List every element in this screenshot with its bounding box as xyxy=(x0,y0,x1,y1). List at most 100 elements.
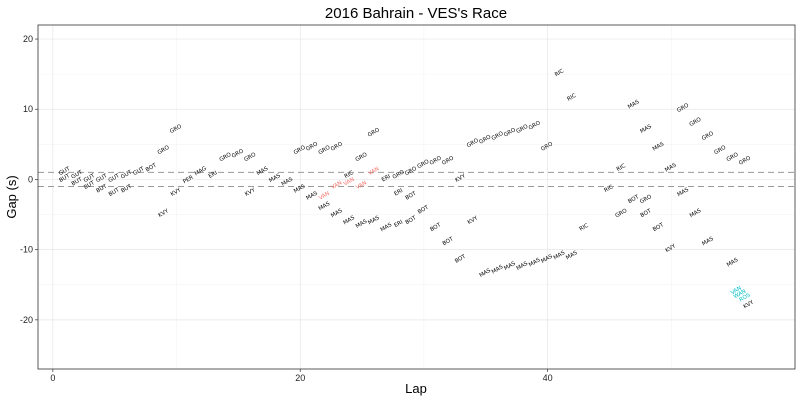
data-label: MAS xyxy=(281,176,295,187)
data-label: MAS xyxy=(689,208,703,219)
y-tick-label: 0 xyxy=(28,174,33,184)
data-label: MAS xyxy=(491,264,505,275)
chart-title: 2016 Bahrain - VES's Race xyxy=(325,5,507,22)
data-label: BUT xyxy=(120,183,133,194)
data-label: MAS xyxy=(627,99,641,110)
grid xyxy=(38,25,795,369)
data-label: MAS xyxy=(565,250,579,261)
data-label: BOT xyxy=(454,254,467,265)
data-label: GUT xyxy=(120,169,134,180)
plot-border xyxy=(37,24,796,370)
data-label: ERI xyxy=(393,188,404,198)
data-label: GUT xyxy=(95,173,109,184)
data-label: GUT xyxy=(108,173,122,184)
x-axis-title: Lap xyxy=(405,381,427,396)
data-label: MAS xyxy=(652,141,666,152)
y-tick-label: 20 xyxy=(23,34,33,44)
data-label: ROS xyxy=(738,292,752,303)
data-label: RIC xyxy=(554,68,565,78)
data-label: RIC xyxy=(603,184,614,194)
data-label: GRO xyxy=(491,130,505,142)
data-label: GUT xyxy=(71,169,85,180)
data-label: KVY xyxy=(665,243,678,254)
data-label: GRO xyxy=(157,144,171,156)
data-label: VAN xyxy=(330,180,343,191)
data-label: MAS xyxy=(701,236,715,247)
y-tick-label: 10 xyxy=(23,104,33,114)
data-label: MAS xyxy=(516,260,530,271)
data-label: MAS xyxy=(268,173,282,184)
data-label: GRO xyxy=(676,102,690,114)
y-tick-label: -20 xyxy=(20,315,33,325)
data-label: GUT xyxy=(58,166,72,177)
data-label: KVY xyxy=(244,187,257,198)
data-label: GRO xyxy=(169,123,183,135)
data-label: GRO xyxy=(367,127,381,139)
data-label: MAS xyxy=(305,190,319,201)
data-label: WAN xyxy=(733,289,747,301)
data-label: VAN xyxy=(355,180,368,191)
y-tick-label: -10 xyxy=(20,245,33,255)
data-label: GRO xyxy=(701,130,715,142)
data-label: BOT xyxy=(627,194,640,205)
x-tick-label: 20 xyxy=(295,373,305,383)
x-tick-label: 40 xyxy=(543,373,553,383)
data-label: GRO xyxy=(417,159,431,171)
data-label: KVY xyxy=(743,299,756,310)
data-label: BOT xyxy=(442,236,455,247)
data-label: RIC xyxy=(566,93,577,103)
data-label: MAS xyxy=(503,260,517,271)
data-label: GRO xyxy=(614,208,628,220)
data-label: VAN xyxy=(730,285,743,296)
data-label: MAS xyxy=(639,124,653,135)
data-label: GRO xyxy=(528,120,542,132)
data-label: GRO xyxy=(466,137,480,149)
data-label: VAN xyxy=(368,166,381,177)
data-label: RIC xyxy=(579,223,590,233)
data-label: MAG xyxy=(194,166,208,178)
data-label: ERI xyxy=(393,219,404,229)
data-label: KVY xyxy=(467,215,480,226)
data-label: GRO xyxy=(738,155,752,167)
data-label: MAS xyxy=(330,208,344,219)
data-label: GRO xyxy=(726,151,740,163)
data-label: ERI xyxy=(381,174,392,184)
data-label: GRO xyxy=(478,134,492,146)
data-label: GRO xyxy=(441,155,455,167)
data-label: BUT xyxy=(95,183,108,194)
data-label: GRO xyxy=(689,116,703,128)
data-label: GRO xyxy=(305,141,319,153)
data-label: VAN xyxy=(318,191,331,202)
data-label: GRO xyxy=(639,194,653,206)
data-label: GRO xyxy=(429,155,443,167)
data-label: BUT xyxy=(83,180,96,191)
data-label: PER xyxy=(182,175,194,186)
data-label: GRO xyxy=(243,151,257,163)
reference-lines xyxy=(38,171,795,187)
data-label: BUT xyxy=(71,176,84,187)
data-label: BOT xyxy=(405,215,418,226)
data-label: RIC xyxy=(616,163,627,173)
data-label: MAS xyxy=(726,257,740,268)
axis-ticks: 0 20 40 -20 -10 0 10 20 xyxy=(20,34,553,383)
data-label: MAS xyxy=(367,215,381,226)
data-label: MAS xyxy=(479,268,493,279)
data-label: GRO xyxy=(293,144,307,156)
y-axis-title: Gap (s) xyxy=(4,175,19,218)
x-tick-label: 0 xyxy=(50,373,55,383)
data-label: GRO xyxy=(404,166,418,178)
data-label: GRO xyxy=(540,141,554,153)
data-label: MAS xyxy=(676,187,690,198)
data-label: MAS xyxy=(380,222,394,233)
data-label: GUT xyxy=(83,173,97,184)
data-label: MAS xyxy=(343,215,357,226)
data-label: BUT xyxy=(108,187,121,198)
data-label: KVY xyxy=(170,187,183,198)
data-label: GRO xyxy=(515,123,529,135)
data-label: BOT xyxy=(652,222,665,233)
data-label: KVY xyxy=(454,173,467,184)
data-label: BUT xyxy=(58,173,71,184)
